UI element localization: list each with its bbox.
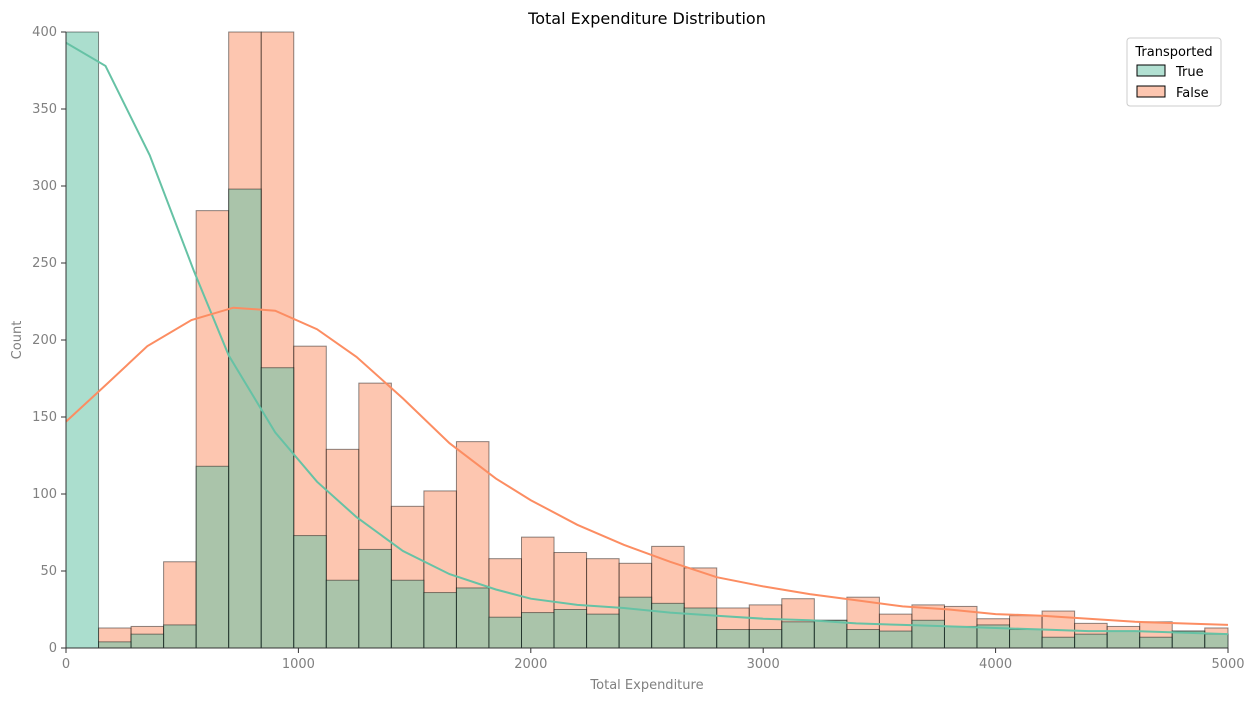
y-tick-label: 250: [32, 256, 57, 271]
bar-true-9: [358, 548, 392, 649]
bar-true-29: [1009, 629, 1043, 649]
legend-label-true: True: [1175, 65, 1204, 80]
y-tick-label: 300: [32, 179, 57, 194]
legend-swatch-true: [1136, 64, 1166, 77]
series-true-bars: [65, 31, 1229, 649]
bar-true-17: [618, 596, 653, 649]
legend-label-false: False: [1176, 86, 1209, 101]
bar-true-3: [163, 624, 197, 649]
y-axis-ticks: 0 50 100 150 200 250 300 350 400: [32, 25, 66, 656]
x-tick-label: 5000: [1211, 657, 1244, 672]
bar-true-33: [1139, 636, 1173, 649]
y-axis-label: Count: [10, 321, 25, 360]
x-tick-label: 3000: [747, 657, 780, 672]
bar-true-11: [423, 592, 457, 649]
bar-true-2: [130, 633, 165, 649]
bar-true-6: [260, 367, 295, 649]
bar-true-10: [390, 579, 425, 649]
bar-true-22: [781, 621, 815, 649]
bar-true-24: [846, 629, 880, 649]
x-tick-label: 1000: [282, 657, 315, 672]
bar-true-35: [1204, 633, 1229, 649]
bar-true-25: [878, 630, 913, 649]
x-tick-label: 0: [62, 657, 70, 672]
x-axis-ticks: 0 1000 2000 3000 4000 5000: [62, 648, 1245, 672]
bar-true-32: [1106, 630, 1141, 649]
bar-true-27: [943, 625, 978, 649]
legend-title: Transported: [1134, 45, 1212, 60]
bar-true-12: [455, 587, 490, 649]
bar-true-8: [325, 579, 360, 649]
y-tick-label: 150: [32, 410, 57, 425]
kde-line-false: [65, 306, 1229, 626]
bar-true-0: [65, 31, 100, 649]
y-tick-label: 0: [49, 641, 57, 656]
x-tick-label: 2000: [514, 657, 547, 672]
bar-true-7: [293, 535, 327, 649]
y-tick-label: 350: [32, 102, 57, 117]
bar-true-13: [488, 616, 523, 649]
chart-title: Total Expenditure Distribution: [527, 9, 766, 28]
kde-line-true: [65, 41, 1229, 636]
bar-true-18: [651, 602, 685, 649]
x-tick-label: 4000: [979, 657, 1012, 672]
bar-true-5: [228, 188, 262, 649]
y-tick-label: 50: [40, 564, 57, 579]
bar-true-30: [1041, 636, 1076, 649]
bar-true-23: [813, 619, 848, 649]
bar-true-16: [586, 613, 620, 649]
x-axis-label: Total Expenditure: [589, 678, 703, 693]
bar-true-14: [521, 612, 555, 649]
kde-lines: [65, 41, 1229, 636]
bar-true-1: [98, 641, 132, 649]
y-tick-label: 400: [32, 25, 57, 40]
bar-true-15: [553, 609, 588, 649]
legend-swatch-false: [1136, 85, 1166, 98]
bar-true-4: [195, 465, 230, 649]
bar-true-31: [1074, 633, 1108, 649]
y-tick-label: 200: [32, 333, 57, 348]
bar-true-20: [716, 629, 750, 649]
y-tick-label: 100: [32, 487, 57, 502]
legend: Transported True False: [1126, 37, 1222, 107]
bar-true-21: [748, 629, 783, 649]
